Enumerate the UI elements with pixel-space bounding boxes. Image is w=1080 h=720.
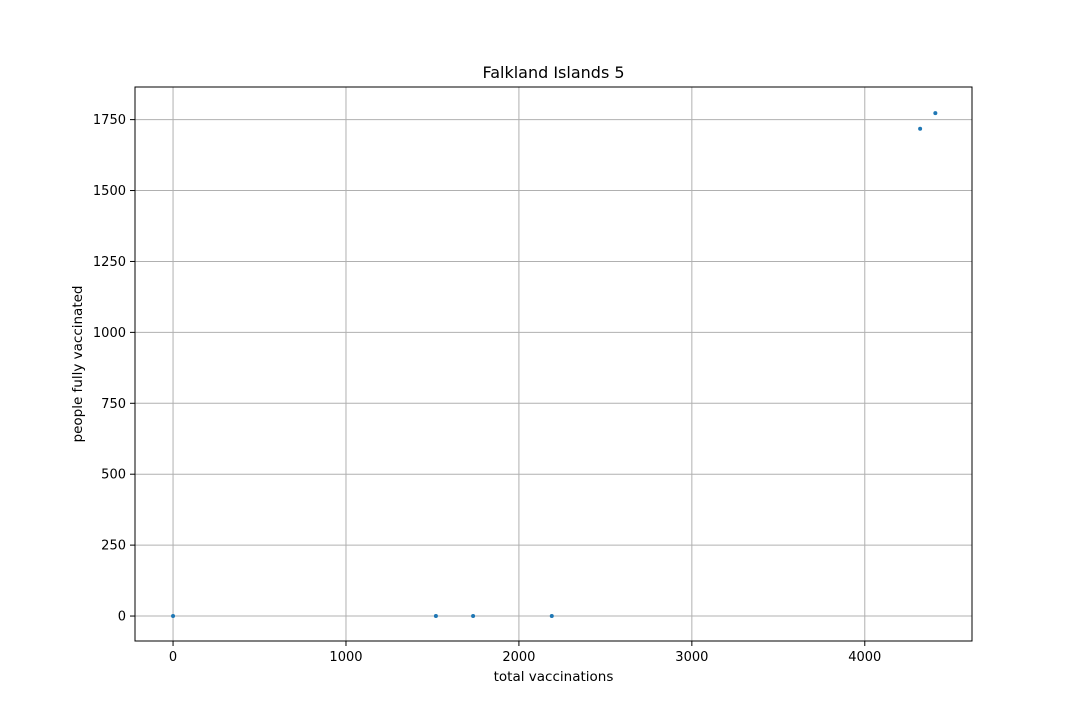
data-point <box>471 614 476 619</box>
x-tick-label: 4000 <box>848 650 881 665</box>
y-tick-label: 1000 <box>93 326 126 341</box>
y-tick-label: 250 <box>101 539 126 554</box>
y-axis-label: people fully vaccinated <box>70 286 86 443</box>
x-tick-label: 3000 <box>675 650 708 665</box>
x-axis-label: total vaccinations <box>494 669 614 685</box>
y-tick-label: 750 <box>101 397 126 412</box>
data-point <box>433 614 438 619</box>
data-point <box>549 614 554 619</box>
x-tick-label: 2000 <box>502 650 535 665</box>
x-tick-label: 1000 <box>329 650 362 665</box>
data-points <box>171 111 938 619</box>
data-point <box>918 126 923 131</box>
data-point <box>171 614 176 619</box>
plot-frame <box>134 86 973 642</box>
y-tick-label: 500 <box>101 468 126 483</box>
y-tick-label: 0 <box>118 610 126 625</box>
axis-ticks: 0 1000 2000 3000 4000 0 250 500 750 1000 1250 1500 1… <box>93 113 881 665</box>
y-tick-label: 1750 <box>93 113 126 128</box>
y-tick-label: 1500 <box>93 184 126 199</box>
data-point <box>933 111 938 116</box>
y-tick-label: 1250 <box>93 255 126 270</box>
x-tick-label: 0 <box>169 650 177 665</box>
chart-title: Falkland Islands 5 <box>482 63 624 82</box>
